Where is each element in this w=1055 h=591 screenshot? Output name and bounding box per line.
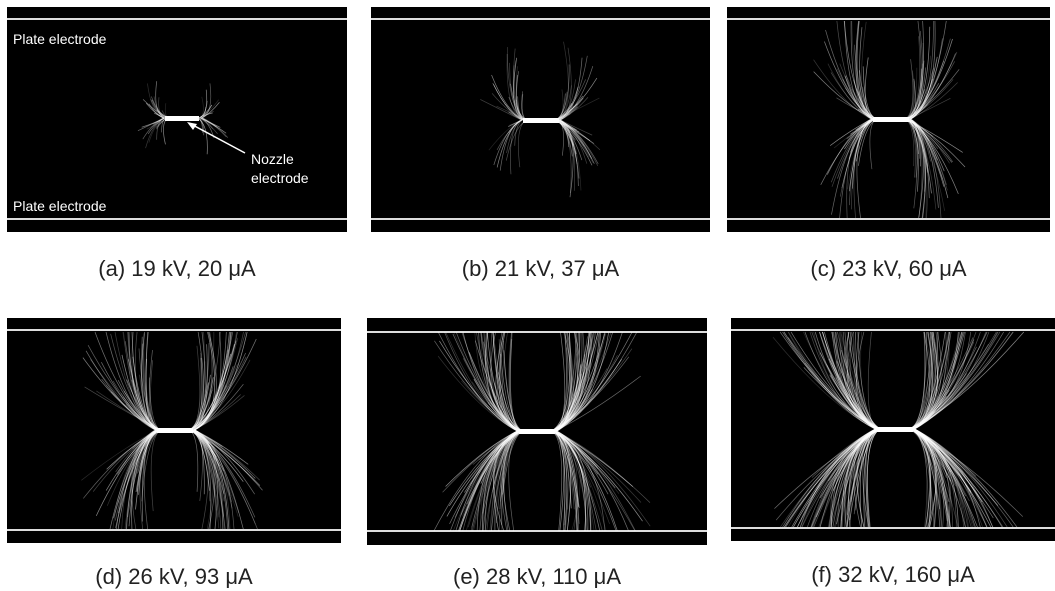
discharge-image xyxy=(731,318,1055,541)
nozzle-label: Nozzle xyxy=(251,151,294,167)
panel: Plate electrode Plate electrode Nozzle e… xyxy=(7,7,347,232)
caption: (b) 21 kV, 37 μA xyxy=(371,256,710,282)
figure: Plate electrode Plate electrode Nozzle e… xyxy=(0,0,1055,591)
caption: (e) 28 kV, 110 μA xyxy=(367,564,707,590)
discharge-image xyxy=(367,318,707,545)
panel xyxy=(7,318,341,543)
nozzle-label: electrode xyxy=(251,170,309,186)
caption: (d) 26 kV, 93 μA xyxy=(7,564,341,590)
caption: (c) 23 kV, 60 μA xyxy=(727,256,1050,282)
panel xyxy=(731,318,1055,541)
caption: (a) 19 kV, 20 μA xyxy=(7,256,347,282)
discharge-image: Plate electrode Plate electrode Nozzle e… xyxy=(7,7,347,232)
plate-label: Plate electrode xyxy=(13,198,107,214)
panel xyxy=(367,318,707,545)
discharge-image xyxy=(727,7,1050,232)
panel xyxy=(727,7,1050,232)
panel xyxy=(371,7,710,232)
plate-label: Plate electrode xyxy=(13,31,107,47)
caption: (f) 32 kV, 160 μA xyxy=(731,562,1055,588)
discharge-image xyxy=(7,318,341,543)
discharge-image xyxy=(371,7,710,232)
